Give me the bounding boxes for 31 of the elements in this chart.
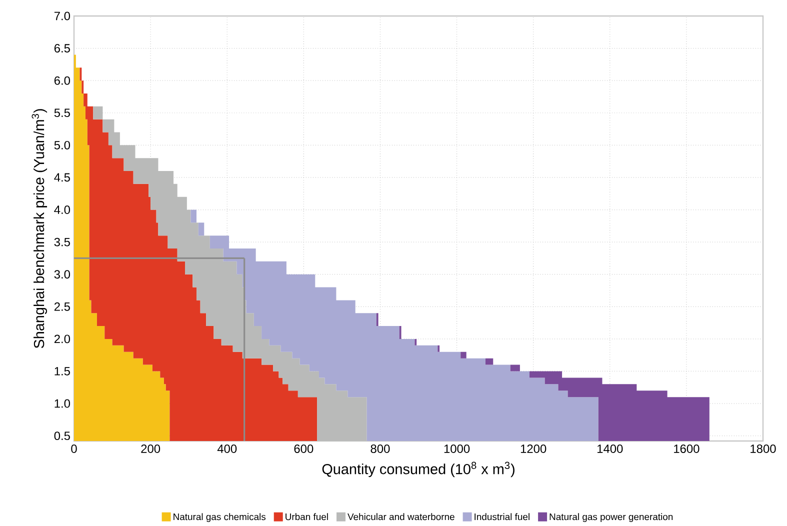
x-tick-label: 600 — [294, 444, 314, 454]
x-tick-label: 1200 — [520, 444, 546, 454]
y-tick-label: 2.0 — [54, 334, 70, 344]
y-tick-label: 5.0 — [54, 141, 70, 150]
x-tick-label: 1400 — [598, 444, 623, 454]
y-tick-label: 5.5 — [54, 108, 70, 118]
y-tick-label: 7.0 — [54, 12, 70, 20]
x-tick-label: 200 — [141, 444, 160, 454]
x-tick-label: 400 — [217, 444, 237, 454]
y-tick-label: 3.0 — [54, 270, 70, 279]
legend-label: Industrial fuel — [474, 513, 530, 520]
x-tick-label: 800 — [370, 444, 390, 454]
legend-label: Vehicular and waterborne — [348, 513, 454, 520]
x-tick-label: 1800 — [750, 444, 776, 454]
y-tick-label: 1.5 — [54, 367, 70, 376]
y-tick-label: 6.0 — [54, 76, 70, 86]
y-tick-label: 0.5 — [54, 432, 70, 440]
x-axis-title: Quantity consumed (10$^{8}$ x m$^{3}$) — [322, 462, 514, 478]
y-tick-label: 6.5 — [54, 44, 70, 53]
y-tick-label: 3.5 — [54, 238, 70, 247]
x-tick-label: 0 — [71, 444, 77, 454]
y-tick-label: 2.5 — [54, 302, 70, 312]
y-tick-label: 4.0 — [54, 206, 70, 214]
x-tick-label: 1000 — [444, 444, 470, 454]
x-tick-label: 1600 — [674, 444, 700, 454]
legend-label: Urban fuel — [286, 513, 328, 520]
y-axis-title: Shanghai benchmark price (Yuan/m$^{3}$) — [32, 109, 48, 348]
legend-label: Natural gas power generation — [550, 513, 673, 522]
y-tick-label: 4.5 — [54, 174, 70, 182]
legend-label: Natural gas chemicals — [174, 513, 266, 522]
y-tick-label: 1.0 — [54, 400, 70, 408]
